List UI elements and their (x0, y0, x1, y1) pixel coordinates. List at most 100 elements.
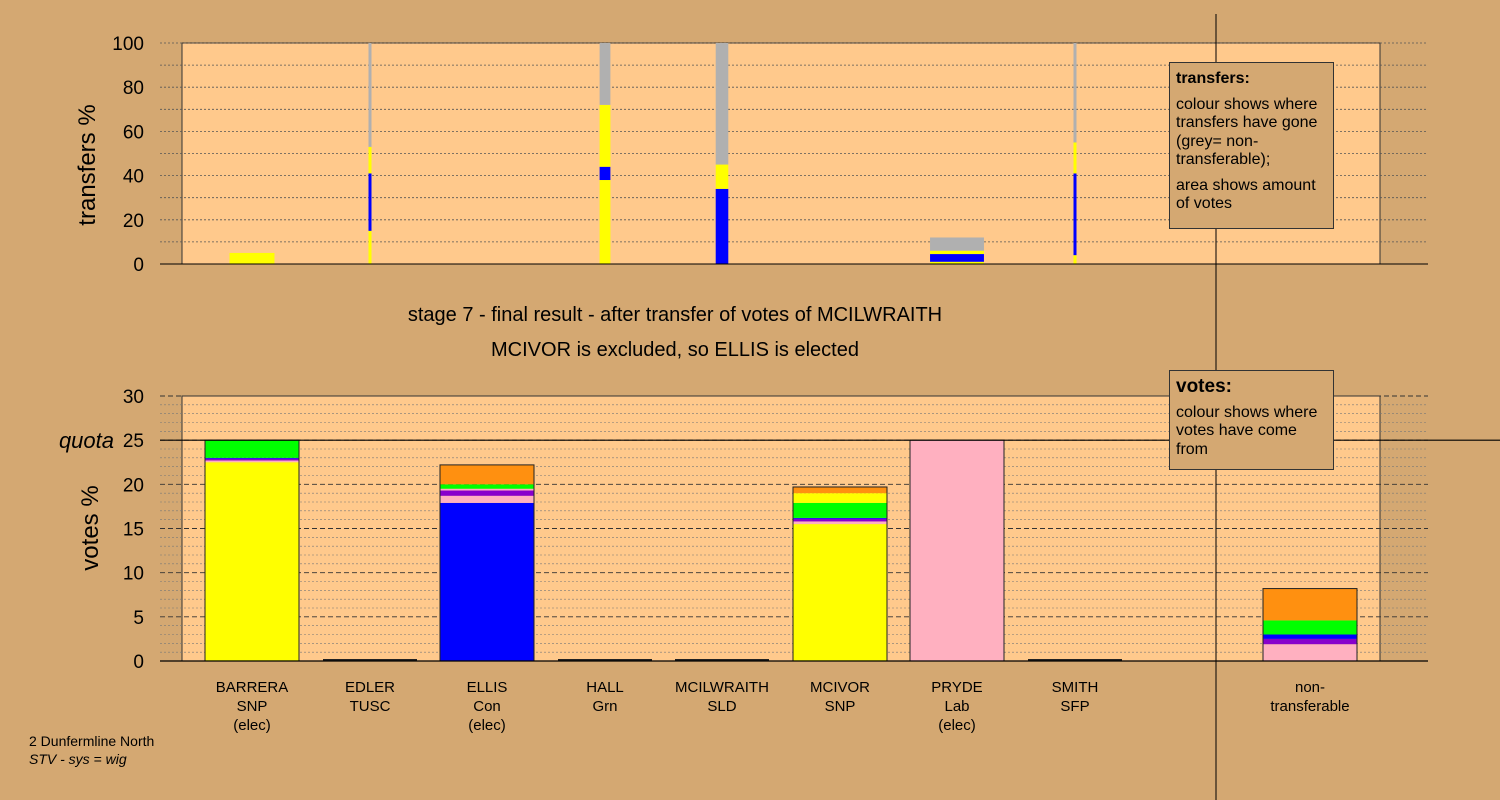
candidate-label-mcilwraith: MCILWRAITH SLD (662, 678, 782, 716)
vote-segment-nontransferable (1263, 620, 1357, 635)
vote-segment-mcivor (793, 521, 887, 525)
candidate-name: SMITH (1051, 679, 1099, 696)
transfers-tick-label: 20 (123, 211, 144, 232)
vote-segment-barrera (205, 457, 299, 459)
votes-axis-label: votes % (77, 485, 104, 570)
transfers-legend-title: transfers: (1176, 70, 1250, 87)
transfer-segment-hall (599, 180, 611, 264)
transfer-segment-hall (599, 43, 611, 105)
candidate-status: (elec) (468, 717, 506, 734)
candidate-status: (elec) (233, 717, 271, 734)
candidate-name: MCIVOR (810, 679, 870, 696)
transfer-segment-barrera (229, 252, 275, 264)
vote-segment-barrera (205, 462, 299, 661)
candidate-status: (elec) (938, 717, 976, 734)
vote-bar-smith (1028, 659, 1122, 661)
transfer-segment-mcilwraith (715, 164, 729, 189)
candidate-party: Grn (592, 698, 618, 715)
candidate-label-hall: HALL Grn (545, 678, 665, 716)
votes-tick-label: 20 (123, 475, 144, 496)
vote-bar-edler (323, 659, 417, 661)
votes-tick-label: 0 (133, 652, 144, 673)
vote-segment-ellis (440, 488, 534, 491)
transfer-segment-smith (1073, 142, 1077, 174)
votes-tick-label: 5 (133, 608, 144, 629)
votes-tick-label: 30 (123, 387, 144, 408)
transfer-segment-pryde (930, 237, 984, 251)
candidate-party: SFP (1060, 698, 1090, 715)
candidate-label-mcivor: MCIVOR SNP (780, 678, 900, 716)
transfer-segment-pryde (930, 261, 984, 264)
transfers-legend: transfers: colour shows where transfers … (1169, 62, 1334, 229)
candidate-label-ellis: ELLIS Con (elec) (427, 678, 547, 735)
vote-segment-nontransferable (1263, 588, 1357, 621)
transfers-tick-label: 60 (123, 122, 144, 143)
transfers-tick-label: 80 (123, 78, 144, 99)
transfer-segment-smith (1073, 173, 1077, 256)
transfer-segment-smith (1073, 43, 1077, 143)
nontransferable-label-line-1: non- (1294, 679, 1326, 696)
transfers-legend-text-2: area shows amount of votes (1176, 176, 1316, 213)
vote-segment-mcivor (793, 486, 887, 494)
candidate-party: SNP (236, 698, 268, 715)
candidate-name: HALL (586, 679, 624, 696)
ward-name: 2 Dunfermline North (29, 733, 155, 749)
transfer-segment-edler (368, 230, 372, 264)
stage-title: stage 7 - final result - after transfer … (407, 304, 943, 326)
candidate-label-smith: SMITH SFP (1015, 678, 1135, 716)
voting-system: STV - sys = wig (29, 751, 127, 767)
candidate-label-pryde: PRYDE Lab (elec) (897, 678, 1017, 735)
transfer-segment-edler (368, 43, 372, 147)
transfers-tick-label: 40 (123, 167, 144, 188)
votes-tick-label: 15 (123, 520, 144, 541)
transfer-segment-mcilwraith (715, 188, 729, 264)
vote-segment-barrera (205, 460, 299, 463)
vote-segment-ellis (440, 502, 534, 661)
candidate-name: PRYDE (931, 679, 983, 696)
transfer-segment-mcilwraith (715, 43, 729, 165)
vote-segment-barrera (205, 458, 299, 461)
transfer-segment-smith (1073, 255, 1077, 264)
transfers-legend-text-1: colour shows where transfers have gone (… (1176, 95, 1318, 169)
transfer-segment-edler (368, 173, 372, 231)
candidate-name: BARRERA (215, 679, 289, 696)
vote-segment-barrera (205, 440, 299, 458)
candidate-name: MCILWRAITH (675, 679, 769, 696)
transfer-segment-hall (599, 104, 611, 167)
votes-legend-text: colour shows where votes have come from (1176, 403, 1318, 458)
transfers-tick-label: 0 (133, 255, 144, 276)
vote-segment-mcivor (793, 524, 887, 661)
vote-segment-nontransferable (1263, 638, 1357, 645)
transfer-segment-pryde (930, 250, 984, 255)
candidate-label-barrera: BARRERA SNP (elec) (192, 678, 312, 735)
votes-legend-title: votes: (1176, 376, 1232, 397)
candidate-party: SNP (824, 698, 856, 715)
candidate-party: TUSC (349, 698, 391, 715)
vote-segment-mcivor (793, 502, 887, 518)
transfer-segment-hall (599, 166, 611, 181)
vote-bar-mcilwraith (675, 659, 769, 661)
nontransferable-label-line-2: transferable (1270, 698, 1350, 715)
vote-segment-ellis (440, 495, 534, 503)
vote-segment-ellis (440, 490, 534, 496)
candidate-party: SLD (707, 698, 737, 715)
nontransferable-label: non- transferable (1250, 678, 1370, 716)
vote-segment-mcivor (793, 493, 887, 503)
votes-tick-label: 10 (123, 564, 144, 585)
candidate-name: EDLER (344, 679, 396, 696)
candidate-label-edler: EDLER TUSC (310, 678, 430, 716)
vote-bar-hall (558, 659, 652, 661)
quota-label: quota (59, 428, 114, 453)
vote-segment-nontransferable (1263, 634, 1357, 639)
vote-segment-mcivor (793, 518, 887, 522)
votes-tick-label: 25 (123, 431, 144, 452)
stage-subtitle: MCIVOR is excluded, so ELLIS is elected (491, 339, 859, 361)
candidate-name: ELLIS (466, 679, 508, 696)
vote-segment-nontransferable (1263, 644, 1357, 661)
transfers-axis-label: transfers % (74, 104, 101, 225)
transfer-segment-edler (368, 146, 372, 174)
vote-segment-pryde (910, 440, 1004, 661)
vote-segment-ellis (440, 464, 534, 485)
vote-segment-mcivor (793, 517, 887, 519)
vote-segment-ellis (440, 484, 534, 489)
